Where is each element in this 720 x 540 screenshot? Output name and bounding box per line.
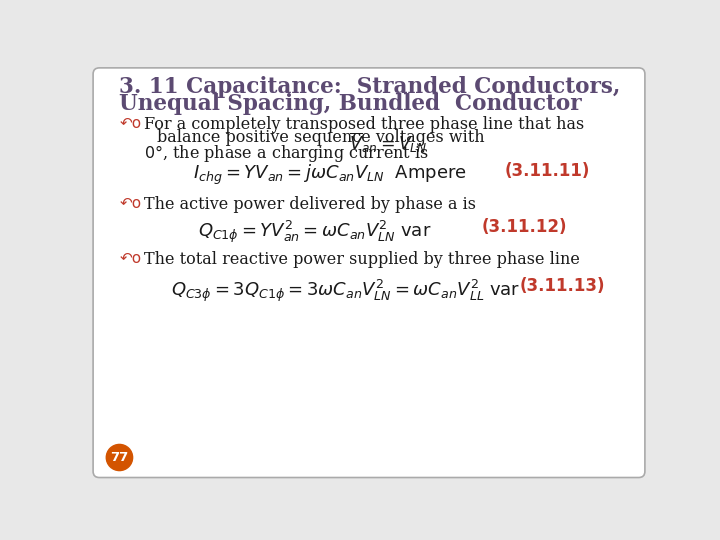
Text: (3.11.12): (3.11.12)	[481, 218, 567, 236]
Text: $Q_{C1\phi} = YV_{an}^{2} = \omega C_{an}V_{LN}^{2}$ var: $Q_{C1\phi} = YV_{an}^{2} = \omega C_{an…	[198, 219, 431, 245]
Text: (3.11.13): (3.11.13)	[520, 278, 606, 295]
Text: The active power delivered by phase a is: The active power delivered by phase a is	[144, 195, 476, 213]
Text: Unequal Spacing, Bundled  Conductor: Unequal Spacing, Bundled Conductor	[120, 93, 582, 116]
Text: ↶o: ↶o	[120, 251, 142, 266]
Text: 3. 11 Capacitance:  Stranded Conductors,: 3. 11 Capacitance: Stranded Conductors,	[120, 76, 621, 98]
Circle shape	[107, 444, 132, 470]
Text: (3.11.11): (3.11.11)	[505, 162, 590, 180]
Text: ↶o: ↶o	[120, 117, 142, 131]
Text: balance positive sequence voltages with: balance positive sequence voltages with	[157, 130, 485, 146]
FancyBboxPatch shape	[93, 68, 645, 477]
Text: $I_{chg} = YV_{an} = j\omega C_{an}V_{LN}$  Ampere: $I_{chg} = YV_{an} = j\omega C_{an}V_{LN…	[194, 163, 467, 187]
Text: ↶o: ↶o	[120, 195, 142, 211]
Text: 77: 77	[110, 451, 129, 464]
Text: $Q_{C3\phi} = 3Q_{C1\phi} = 3\omega C_{an}V_{LN}^{2} = \omega C_{an}V_{LL}^{2}$ : $Q_{C3\phi} = 3Q_{C1\phi} = 3\omega C_{a…	[171, 278, 521, 305]
Text: For a completely transposed three phase line that has: For a completely transposed three phase …	[144, 117, 585, 133]
Text: $\overline{V}_{an} = V_{LN}$: $\overline{V}_{an} = V_{LN}$	[349, 130, 427, 154]
Text: $0°$, the phase a charging current is: $0°$, the phase a charging current is	[144, 143, 429, 164]
Text: The total reactive power supplied by three phase line: The total reactive power supplied by thr…	[144, 251, 580, 268]
